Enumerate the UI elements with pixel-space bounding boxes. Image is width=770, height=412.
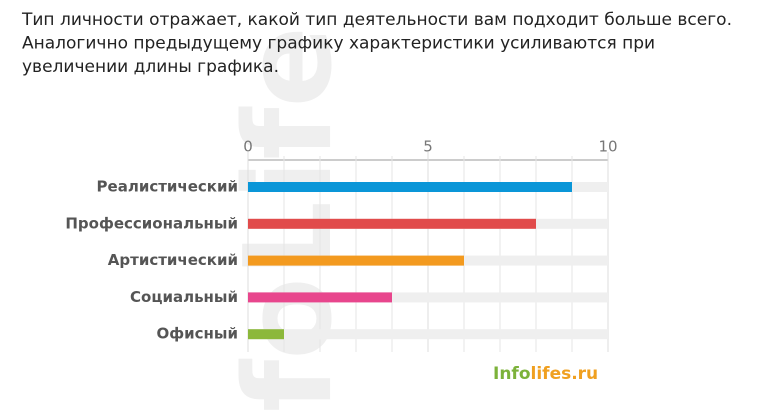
logo-part: lifes.ru	[531, 364, 599, 384]
logo: Infolifes.ru	[493, 364, 598, 384]
description-line: Аналогично предыдущему графику характери…	[22, 34, 655, 54]
bar-track	[248, 329, 608, 340]
bar	[248, 292, 392, 303]
description-line: Тип личности отражает, какой тип деятель…	[21, 10, 732, 30]
x-tick-label: 5	[423, 138, 433, 156]
bar	[248, 182, 572, 192]
x-tick-label: 10	[598, 138, 617, 156]
bar	[248, 218, 536, 229]
category-label: Офисный	[157, 325, 238, 343]
x-tick-label: 0	[243, 138, 253, 156]
bar	[248, 255, 464, 266]
description-line: увеличении длины графика.	[22, 57, 279, 77]
category-label: Артистический	[108, 251, 238, 269]
logo-part: Info	[493, 364, 531, 384]
category-label: Социальный	[130, 288, 238, 306]
bar	[248, 329, 284, 340]
category-label: Реалистический	[97, 178, 238, 196]
bar-track	[248, 292, 608, 303]
category-label: Профессиональный	[65, 214, 238, 232]
